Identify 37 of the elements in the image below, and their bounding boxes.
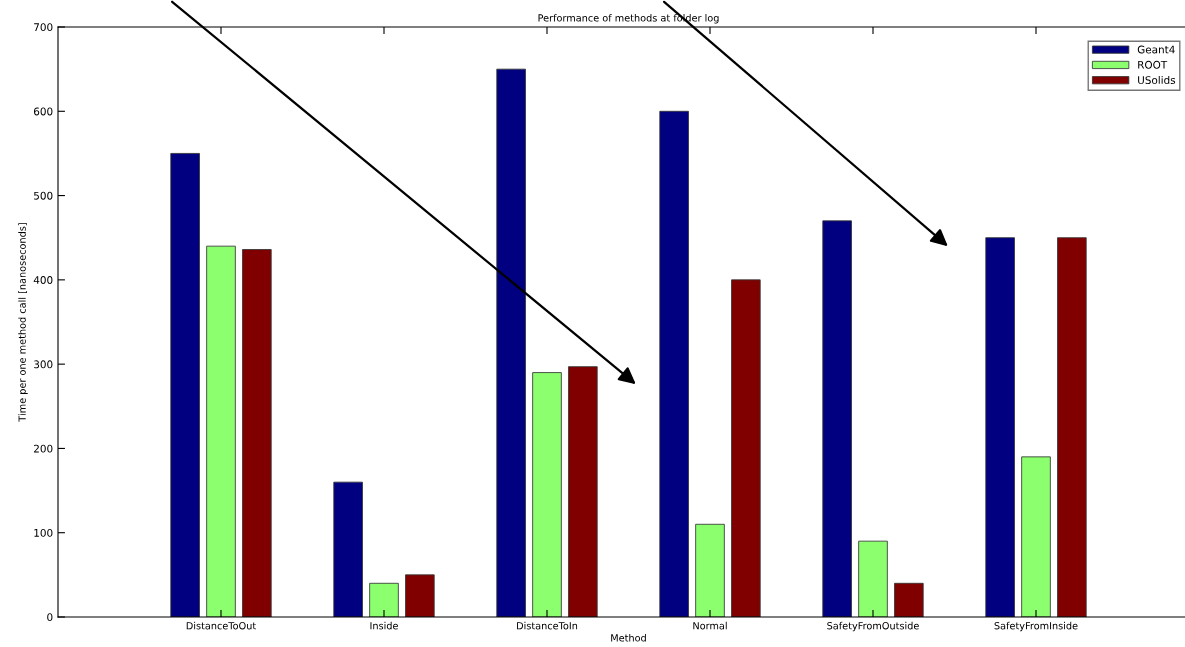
x-axis-title: Method: [611, 634, 646, 642]
y-tick-label: 700: [34, 23, 53, 32]
bar: [242, 249, 272, 617]
y-tick-label: 200: [34, 444, 53, 453]
bar: [568, 366, 598, 617]
x-tick-label: SafetyFromOutside: [827, 621, 919, 632]
bar: [206, 245, 236, 617]
bar: [333, 481, 363, 617]
y-tick-label: 0: [47, 613, 53, 622]
x-tick-label: Inside: [370, 621, 398, 630]
bar: [1057, 237, 1087, 617]
bar: [369, 582, 399, 617]
legend-label: USolids: [1138, 75, 1176, 85]
y-tick-label: 500: [34, 191, 53, 200]
x-tick-label: DistanceToOut: [186, 621, 256, 630]
bar: [1021, 456, 1051, 617]
y-tick-label: 300: [34, 360, 53, 369]
bar: [659, 110, 689, 617]
bar: [822, 220, 852, 617]
bar: [170, 153, 200, 617]
bar: [405, 574, 435, 617]
bar: [532, 372, 562, 617]
x-tick-label: SafetyFromInside: [994, 621, 1078, 632]
legend-label: Geant4: [1137, 45, 1175, 54]
y-tick-label: 400: [33, 276, 53, 284]
bar: [985, 237, 1015, 617]
legend-label: ROOT: [1138, 60, 1168, 69]
bar: [894, 582, 924, 617]
y-tick-label: 100: [34, 528, 53, 537]
y-axis-title: Time per one method call [nanoseconds]: [18, 223, 28, 422]
bar: [496, 68, 526, 617]
y-tick-label: 600: [33, 107, 53, 116]
bar: [695, 523, 725, 617]
bar: [731, 279, 761, 617]
x-tick-label: DistanceToIn: [517, 621, 578, 630]
bar: [858, 540, 888, 617]
x-tick-label: Normal: [693, 621, 727, 630]
